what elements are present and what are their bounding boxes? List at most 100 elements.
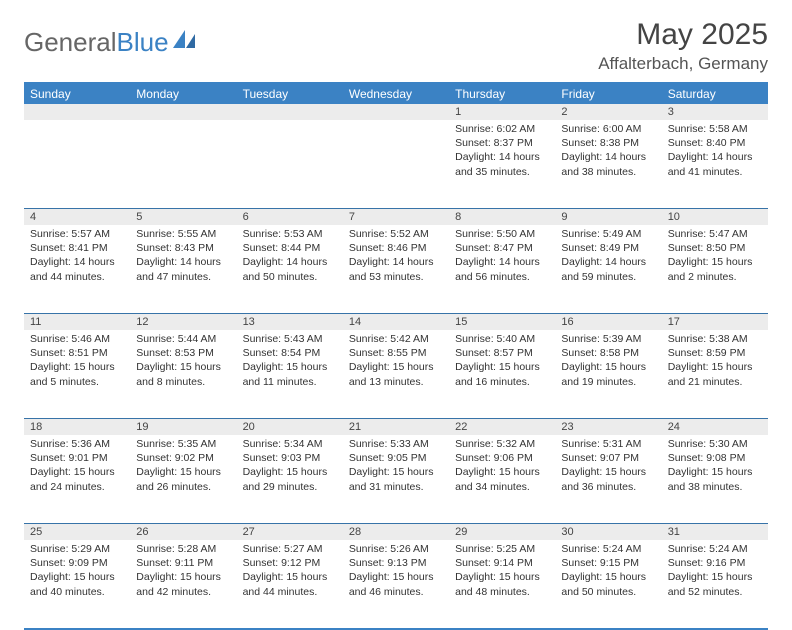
day-cell: Sunrise: 5:55 AMSunset: 8:43 PMDaylight:…	[130, 225, 236, 313]
day-cell	[130, 120, 236, 208]
day-detail: Sunrise: 5:27 AMSunset: 9:12 PMDaylight:…	[237, 540, 343, 603]
day-cell: Sunrise: 5:43 AMSunset: 8:54 PMDaylight:…	[237, 330, 343, 418]
day-number: 29	[449, 524, 555, 540]
daylight2-text: and 44 minutes.	[30, 270, 124, 284]
day-detail: Sunrise: 5:39 AMSunset: 8:58 PMDaylight:…	[555, 330, 661, 393]
day-detail: Sunrise: 5:47 AMSunset: 8:50 PMDaylight:…	[662, 225, 768, 288]
daylight2-text: and 19 minutes.	[561, 375, 655, 389]
sunrise-text: Sunrise: 5:26 AM	[349, 542, 443, 556]
day-cell: Sunrise: 5:32 AMSunset: 9:06 PMDaylight:…	[449, 435, 555, 523]
day-number: 15	[449, 314, 555, 330]
day-detail: Sunrise: 5:28 AMSunset: 9:11 PMDaylight:…	[130, 540, 236, 603]
logo-text-2: Blue	[117, 27, 169, 58]
day-header-fri: Friday	[555, 84, 661, 104]
day-detail: Sunrise: 5:33 AMSunset: 9:05 PMDaylight:…	[343, 435, 449, 498]
day-cell: Sunrise: 5:38 AMSunset: 8:59 PMDaylight:…	[662, 330, 768, 418]
sunset-text: Sunset: 8:38 PM	[561, 136, 655, 150]
daylight2-text: and 21 minutes.	[668, 375, 762, 389]
day-detail: Sunrise: 5:32 AMSunset: 9:06 PMDaylight:…	[449, 435, 555, 498]
sunrise-text: Sunrise: 5:31 AM	[561, 437, 655, 451]
day-number	[343, 104, 449, 120]
sunrise-text: Sunrise: 5:58 AM	[668, 122, 762, 136]
sunset-text: Sunset: 8:37 PM	[455, 136, 549, 150]
sunrise-text: Sunrise: 5:47 AM	[668, 227, 762, 241]
day-cell: Sunrise: 5:30 AMSunset: 9:08 PMDaylight:…	[662, 435, 768, 523]
daylight2-text: and 34 minutes.	[455, 480, 549, 494]
sunset-text: Sunset: 9:11 PM	[136, 556, 230, 570]
day-cell: Sunrise: 5:34 AMSunset: 9:03 PMDaylight:…	[237, 435, 343, 523]
day-cell: Sunrise: 5:50 AMSunset: 8:47 PMDaylight:…	[449, 225, 555, 313]
daylight1-text: Daylight: 15 hours	[243, 570, 337, 584]
day-cell	[343, 120, 449, 208]
month-title: May 2025	[598, 18, 768, 52]
day-number: 16	[555, 314, 661, 330]
day-cell: Sunrise: 5:46 AMSunset: 8:51 PMDaylight:…	[24, 330, 130, 418]
daylight1-text: Daylight: 15 hours	[455, 570, 549, 584]
location-label: Affalterbach, Germany	[598, 54, 768, 74]
day-cell: Sunrise: 6:00 AMSunset: 8:38 PMDaylight:…	[555, 120, 661, 208]
week-row: 18192021222324Sunrise: 5:36 AMSunset: 9:…	[24, 419, 768, 524]
sunset-text: Sunset: 8:44 PM	[243, 241, 337, 255]
day-detail: Sunrise: 5:25 AMSunset: 9:14 PMDaylight:…	[449, 540, 555, 603]
day-cell: Sunrise: 5:40 AMSunset: 8:57 PMDaylight:…	[449, 330, 555, 418]
day-cell: Sunrise: 5:25 AMSunset: 9:14 PMDaylight:…	[449, 540, 555, 628]
daylight2-text: and 29 minutes.	[243, 480, 337, 494]
day-cell: Sunrise: 5:28 AMSunset: 9:11 PMDaylight:…	[130, 540, 236, 628]
day-number: 5	[130, 209, 236, 225]
daylight1-text: Daylight: 14 hours	[455, 150, 549, 164]
day-detail: Sunrise: 5:30 AMSunset: 9:08 PMDaylight:…	[662, 435, 768, 498]
day-detail	[24, 120, 130, 126]
daynum-row: 18192021222324	[24, 419, 768, 435]
daylight2-text: and 40 minutes.	[30, 585, 124, 599]
day-number: 3	[662, 104, 768, 120]
day-detail: Sunrise: 5:53 AMSunset: 8:44 PMDaylight:…	[237, 225, 343, 288]
day-cell: Sunrise: 5:27 AMSunset: 9:12 PMDaylight:…	[237, 540, 343, 628]
day-detail: Sunrise: 5:31 AMSunset: 9:07 PMDaylight:…	[555, 435, 661, 498]
day-header-row: Sunday Monday Tuesday Wednesday Thursday…	[24, 84, 768, 104]
daylight1-text: Daylight: 15 hours	[561, 570, 655, 584]
daylight2-text: and 36 minutes.	[561, 480, 655, 494]
daylight2-text: and 42 minutes.	[136, 585, 230, 599]
day-cell: Sunrise: 5:44 AMSunset: 8:53 PMDaylight:…	[130, 330, 236, 418]
week-row: 123Sunrise: 6:02 AMSunset: 8:37 PMDaylig…	[24, 104, 768, 209]
daylight1-text: Daylight: 14 hours	[30, 255, 124, 269]
sunrise-text: Sunrise: 5:38 AM	[668, 332, 762, 346]
day-cell: Sunrise: 5:26 AMSunset: 9:13 PMDaylight:…	[343, 540, 449, 628]
sunrise-text: Sunrise: 5:34 AM	[243, 437, 337, 451]
daylight1-text: Daylight: 15 hours	[668, 360, 762, 374]
daylight2-text: and 11 minutes.	[243, 375, 337, 389]
day-header-sun: Sunday	[24, 84, 130, 104]
logo-sail-icon	[173, 24, 195, 55]
detail-row: Sunrise: 6:02 AMSunset: 8:37 PMDaylight:…	[24, 120, 768, 208]
daylight1-text: Daylight: 15 hours	[30, 570, 124, 584]
sunset-text: Sunset: 8:58 PM	[561, 346, 655, 360]
sunset-text: Sunset: 8:40 PM	[668, 136, 762, 150]
sunset-text: Sunset: 9:15 PM	[561, 556, 655, 570]
day-number: 24	[662, 419, 768, 435]
daylight2-text: and 48 minutes.	[455, 585, 549, 599]
daylight2-text: and 38 minutes.	[561, 165, 655, 179]
week-row: 11121314151617Sunrise: 5:46 AMSunset: 8:…	[24, 314, 768, 419]
daylight2-text: and 16 minutes.	[455, 375, 549, 389]
page-header: GeneralBlue May 2025 Affalterbach, Germa…	[24, 18, 768, 74]
sunset-text: Sunset: 8:57 PM	[455, 346, 549, 360]
daylight1-text: Daylight: 15 hours	[455, 465, 549, 479]
sunset-text: Sunset: 9:06 PM	[455, 451, 549, 465]
sunset-text: Sunset: 8:46 PM	[349, 241, 443, 255]
day-detail: Sunrise: 5:49 AMSunset: 8:49 PMDaylight:…	[555, 225, 661, 288]
sunrise-text: Sunrise: 5:44 AM	[136, 332, 230, 346]
sunrise-text: Sunrise: 5:49 AM	[561, 227, 655, 241]
day-header-mon: Monday	[130, 84, 236, 104]
day-header-sat: Saturday	[662, 84, 768, 104]
day-header-thu: Thursday	[449, 84, 555, 104]
daylight1-text: Daylight: 15 hours	[243, 465, 337, 479]
daylight2-text: and 8 minutes.	[136, 375, 230, 389]
day-number: 14	[343, 314, 449, 330]
daylight1-text: Daylight: 15 hours	[136, 360, 230, 374]
logo-text-1: General	[24, 27, 117, 58]
day-detail: Sunrise: 5:38 AMSunset: 8:59 PMDaylight:…	[662, 330, 768, 393]
day-cell	[24, 120, 130, 208]
day-number: 17	[662, 314, 768, 330]
day-detail: Sunrise: 5:46 AMSunset: 8:51 PMDaylight:…	[24, 330, 130, 393]
sunset-text: Sunset: 9:16 PM	[668, 556, 762, 570]
